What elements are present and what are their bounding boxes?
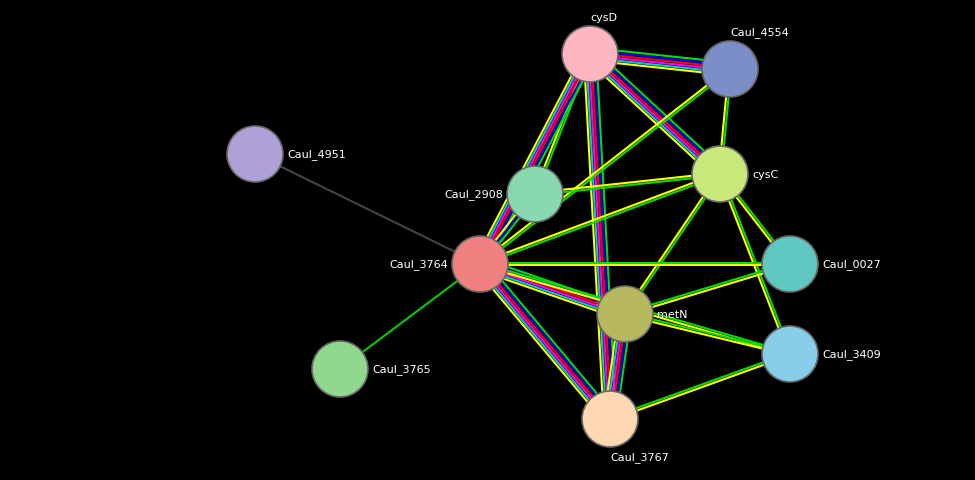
Circle shape xyxy=(507,167,563,223)
Text: Caul_4554: Caul_4554 xyxy=(730,27,789,38)
Circle shape xyxy=(582,391,638,447)
Text: cysD: cysD xyxy=(590,13,617,23)
Circle shape xyxy=(692,147,748,203)
Circle shape xyxy=(452,237,508,292)
Circle shape xyxy=(762,326,818,382)
Text: metN: metN xyxy=(657,309,687,319)
Circle shape xyxy=(312,341,368,397)
Text: Caul_3409: Caul_3409 xyxy=(822,349,880,360)
Circle shape xyxy=(597,287,653,342)
Circle shape xyxy=(702,42,758,98)
Circle shape xyxy=(227,127,283,182)
Text: cysC: cysC xyxy=(752,169,778,180)
Text: Caul_2908: Caul_2908 xyxy=(445,189,503,200)
Text: Caul_0027: Caul_0027 xyxy=(822,259,880,270)
Circle shape xyxy=(562,27,618,83)
Text: Caul_3767: Caul_3767 xyxy=(610,451,669,462)
Circle shape xyxy=(762,237,818,292)
Text: Caul_4951: Caul_4951 xyxy=(287,149,346,160)
Text: Caul_3765: Caul_3765 xyxy=(372,364,431,375)
Text: Caul_3764: Caul_3764 xyxy=(389,259,448,270)
